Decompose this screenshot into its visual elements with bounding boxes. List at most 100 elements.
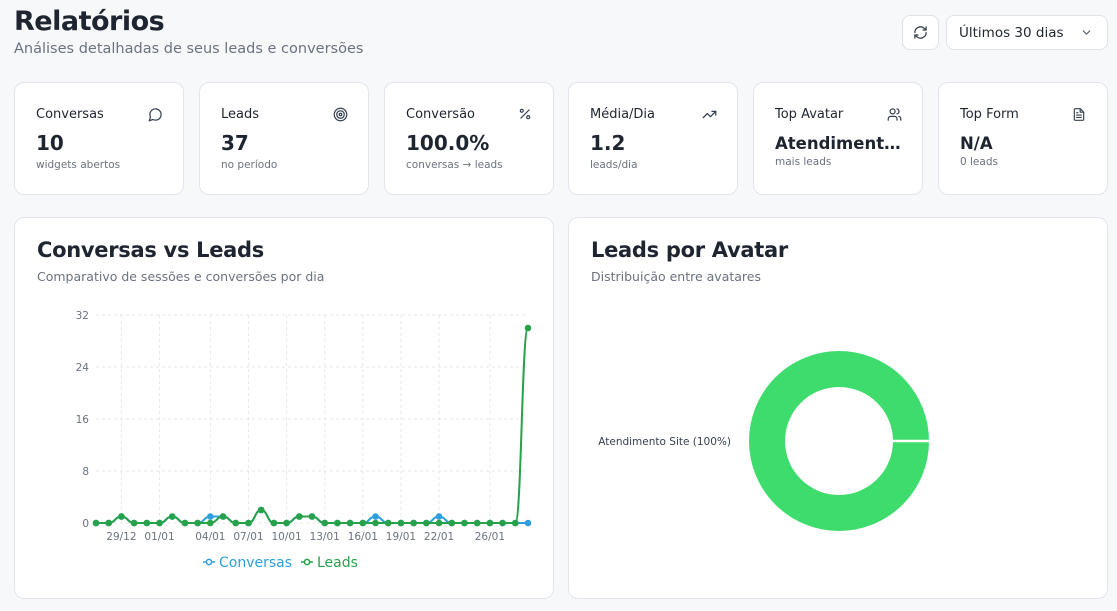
data-point-leads[interactable] — [270, 519, 278, 527]
stat-value: Atendimento Site — [775, 134, 903, 153]
stat-sub: conversas → leads — [406, 159, 503, 171]
stat-card-top-avatar: Top Avatar Atendimento Site mais leads — [753, 82, 923, 195]
y-tick-label: 8 — [82, 466, 89, 478]
data-point-leads[interactable] — [372, 519, 379, 527]
chart-legend: Conversas Leads — [203, 555, 358, 571]
x-tick-label: 01/01 — [144, 531, 174, 543]
data-point-leads[interactable] — [257, 506, 265, 514]
page-title: Relatórios — [14, 6, 165, 37]
data-point-conversas[interactable] — [435, 513, 443, 520]
conversas-vs-leads-panel: Conversas vs Leads Comparativo de sessõe… — [14, 217, 554, 599]
data-point-leads[interactable] — [130, 519, 138, 527]
data-point-leads[interactable] — [232, 519, 240, 527]
legend-label[interactable]: Conversas — [219, 555, 292, 571]
users-icon — [886, 106, 902, 122]
data-point-leads[interactable] — [499, 519, 506, 527]
data-point-leads[interactable] — [511, 519, 519, 527]
legend-label[interactable]: Leads — [317, 555, 358, 571]
y-tick-label: 16 — [76, 414, 90, 426]
legend-swatch-dot — [303, 558, 311, 566]
panel-title: Leads por Avatar — [591, 238, 788, 262]
data-point-leads[interactable] — [245, 519, 252, 527]
y-tick-label: 24 — [76, 362, 90, 374]
data-point-leads[interactable] — [524, 324, 532, 332]
date-range-select[interactable]: Últimos 30 dias — [946, 15, 1108, 50]
x-tick-label: 04/01 — [195, 531, 225, 543]
data-point-leads[interactable] — [283, 519, 290, 527]
data-point-leads[interactable] — [194, 519, 201, 527]
stat-card-conversas: Conversas 10 widgets abertos — [14, 82, 184, 195]
data-point-leads[interactable] — [486, 519, 494, 527]
x-tick-label: 13/01 — [310, 531, 340, 543]
stat-label: Média/Dia — [590, 107, 656, 122]
data-point-leads[interactable] — [181, 519, 189, 527]
stat-card-top-form: Top Form N/A 0 leads — [938, 82, 1108, 195]
stat-value: 37 — [221, 131, 249, 155]
chevron-down-icon — [1082, 30, 1091, 35]
percent-icon — [517, 106, 533, 122]
panel-subtitle: Distribuição entre avatares — [591, 269, 761, 284]
data-point-leads[interactable] — [321, 519, 329, 527]
date-range-value: Últimos 30 dias — [959, 24, 1064, 41]
stat-value: 10 — [36, 131, 64, 155]
stat-sub: widgets abertos — [36, 159, 121, 171]
data-point-leads[interactable] — [143, 519, 151, 527]
data-point-leads[interactable] — [308, 513, 316, 520]
data-point-leads[interactable] — [168, 513, 176, 520]
data-point-leads[interactable] — [334, 519, 341, 527]
x-tick-label: 07/01 — [233, 531, 263, 543]
stat-label: Top Form — [960, 107, 1019, 122]
data-point-leads[interactable] — [207, 519, 214, 527]
data-point-leads[interactable] — [435, 519, 443, 527]
stat-sub: mais leads — [775, 156, 832, 168]
series-line-leads — [96, 327, 529, 524]
line-chart: 0 8 16 24 32 29/12 01/01 04/01 07/01 10/01 13/01 16… — [76, 310, 532, 571]
target-icon — [332, 106, 348, 122]
donut-chart: Atendimento Site (100%) — [598, 351, 930, 531]
y-tick-label: 32 — [76, 310, 89, 322]
data-point-leads[interactable] — [346, 519, 354, 527]
stat-label: Leads — [221, 107, 260, 122]
data-point-leads[interactable] — [92, 519, 100, 527]
trending-up-icon — [701, 106, 717, 122]
data-point-leads[interactable] — [105, 519, 113, 527]
data-point-leads[interactable] — [384, 519, 392, 527]
data-point-leads[interactable] — [473, 519, 481, 527]
stat-sub: 0 leads — [960, 156, 998, 168]
panel-title: Conversas vs Leads — [37, 238, 264, 262]
stat-label: Top Avatar — [775, 107, 844, 122]
data-point-leads[interactable] — [118, 513, 125, 520]
data-point-leads[interactable] — [295, 513, 303, 520]
legend-swatch-dot — [205, 558, 213, 566]
stat-value: 100.0% — [406, 131, 490, 155]
data-point-leads[interactable] — [156, 519, 163, 527]
data-point-leads[interactable] — [461, 519, 468, 527]
stat-card-leads: Leads 37 no período — [199, 82, 369, 195]
stat-value: 1.2 — [590, 131, 626, 155]
data-point-leads[interactable] — [359, 519, 367, 527]
stat-label: Conversas — [36, 107, 104, 122]
refresh-button[interactable] — [902, 15, 939, 50]
stat-sub: no período — [221, 159, 278, 171]
data-point-conversas[interactable] — [207, 513, 214, 520]
stat-sub: leads/dia — [590, 159, 638, 171]
data-point-leads[interactable] — [448, 519, 456, 527]
data-point-conversas[interactable] — [372, 513, 379, 520]
leads-por-avatar-panel: Leads por Avatar Distribuição entre avat… — [568, 217, 1108, 599]
data-point-conversas[interactable] — [524, 519, 532, 527]
page-subtitle: Análises detalhadas de seus leads e conv… — [14, 41, 364, 57]
file-text-icon — [1071, 106, 1087, 122]
x-tick-label: 10/01 — [271, 531, 301, 543]
refresh-icon — [914, 26, 927, 39]
data-point-leads[interactable] — [423, 519, 430, 527]
data-point-leads[interactable] — [219, 513, 227, 520]
data-point-leads[interactable] — [410, 519, 417, 527]
donut-slice[interactable] — [749, 351, 929, 531]
data-point-leads[interactable] — [397, 519, 405, 527]
donut-slice-label: Atendimento Site (100%) — [598, 436, 731, 448]
x-tick-label: 19/01 — [386, 531, 416, 543]
y-tick-label: 0 — [82, 518, 89, 530]
stat-value: N/A — [960, 134, 993, 153]
message-circle-icon — [147, 106, 163, 122]
panel-subtitle: Comparativo de sessões e conversões por … — [37, 269, 325, 284]
